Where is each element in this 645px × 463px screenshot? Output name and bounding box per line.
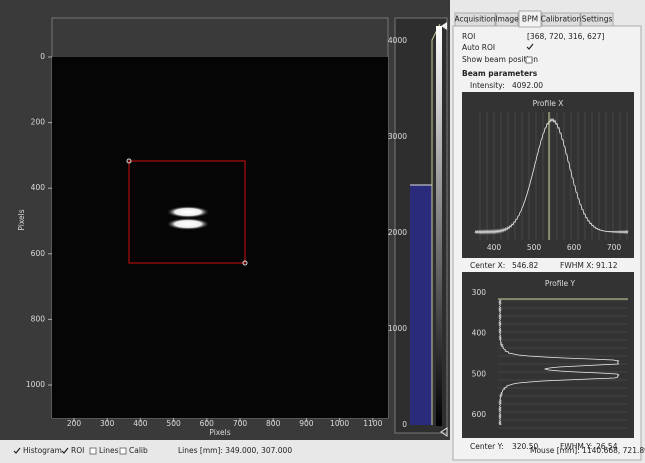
section-title: Beam parameters [462,69,538,78]
intensity-value: 4092.00 [512,81,543,90]
y-tick-label: 200 [31,118,46,127]
camera-image [52,57,388,418]
app-window: Pixels Pixels AcquisitionImageBPMCalibra… [0,0,645,463]
tab-label[interactable]: Calibration [541,15,582,24]
histogram-region[interactable] [410,185,432,425]
auto-roi-label: Auto ROI [462,43,495,52]
y-tick-label: 500 [472,369,487,378]
checkmark[interactable] [14,448,20,453]
checkbox-label[interactable]: Histogram [23,446,62,455]
histogram-tick-label: 1000 [388,324,407,333]
checkmark[interactable] [62,448,68,453]
profile-x-title: Profile X [533,99,564,108]
tab-label[interactable]: BPM [522,15,538,24]
profile-y-plot [462,272,634,438]
y-tick-label: 0 [40,52,45,61]
histogram-tick-label: 0 [402,420,407,429]
x-tick-label: 600 [200,419,215,428]
profile-y-title: Profile Y [545,279,576,288]
profile-x-plot [462,92,634,258]
checkbox[interactable] [526,57,532,63]
intensity-label: Intensity: [470,81,505,90]
center-y-label: Center Y: [470,442,504,451]
roi-value: [368, 720, 316, 627] [527,32,604,41]
x-tick-label: 1000 [330,419,349,428]
x-tick-label: 300 [100,419,115,428]
x-tick-label: 700 [607,243,622,252]
x-tick-label: 1100 [363,419,382,428]
checkbox[interactable] [90,448,96,454]
x-tick-label: 500 [527,243,542,252]
y-tick-label: 600 [31,249,46,258]
x-axis-label: Pixels [209,428,230,437]
checkbox-label[interactable]: Calib [129,446,148,455]
y-tick-label: 800 [31,314,46,323]
center-x-value: 546.82 [512,261,538,270]
x-tick-label: 600 [567,243,582,252]
roi-label: ROI [462,32,475,41]
histogram-tick-label: 3000 [388,132,407,141]
y-tick-label: 300 [472,288,487,297]
y-tick-label: 1000 [26,380,45,389]
x-tick-label: 900 [299,419,314,428]
tab-label[interactable]: Acquisition [454,15,495,24]
x-tick-label: 700 [233,419,248,428]
x-tick-label: 500 [166,419,181,428]
checkbox-label[interactable]: Lines [99,446,119,455]
fwhm-x-value: 91.12 [596,261,618,270]
x-tick-label: 400 [133,419,148,428]
y-tick-label: 600 [472,410,487,419]
beam-spot [166,206,210,218]
tab-label[interactable]: Settings [582,15,613,24]
histogram-tick-label: 4000 [388,36,407,45]
histogram-tick-label: 2000 [388,228,407,237]
y-axis-label: Pixels [17,209,26,230]
lines-readout: Lines [mm]: 349.000, 307.000 [178,446,292,455]
beam-spot [166,218,210,230]
tab-label[interactable]: Image [495,15,519,24]
x-tick-label: 400 [487,243,502,252]
mouse-readout: Mouse [mm]: 1140.668, 721.892 [530,446,645,455]
center-x-label: Center X: [470,261,505,270]
fwhm-x-label: FWHM X: [560,261,594,270]
y-tick-label: 400 [472,329,487,338]
y-tick-label: 400 [31,183,46,192]
x-tick-label: 200 [67,419,82,428]
x-tick-label: 800 [266,419,281,428]
checkbox[interactable] [120,448,126,454]
checkbox-label[interactable]: ROI [71,446,84,455]
colorbar [436,26,442,426]
